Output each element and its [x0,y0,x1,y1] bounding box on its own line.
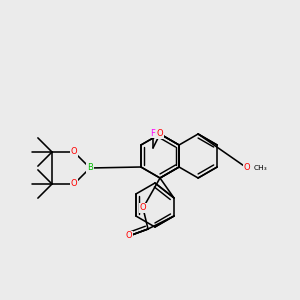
Text: O: O [71,148,77,157]
Text: O: O [140,203,146,212]
Text: O: O [71,179,77,188]
Text: CH₃: CH₃ [254,165,268,171]
Text: B: B [87,164,93,172]
Text: O: O [244,164,250,172]
Text: O: O [126,232,132,241]
Text: F: F [151,128,155,137]
Text: O: O [157,130,163,139]
